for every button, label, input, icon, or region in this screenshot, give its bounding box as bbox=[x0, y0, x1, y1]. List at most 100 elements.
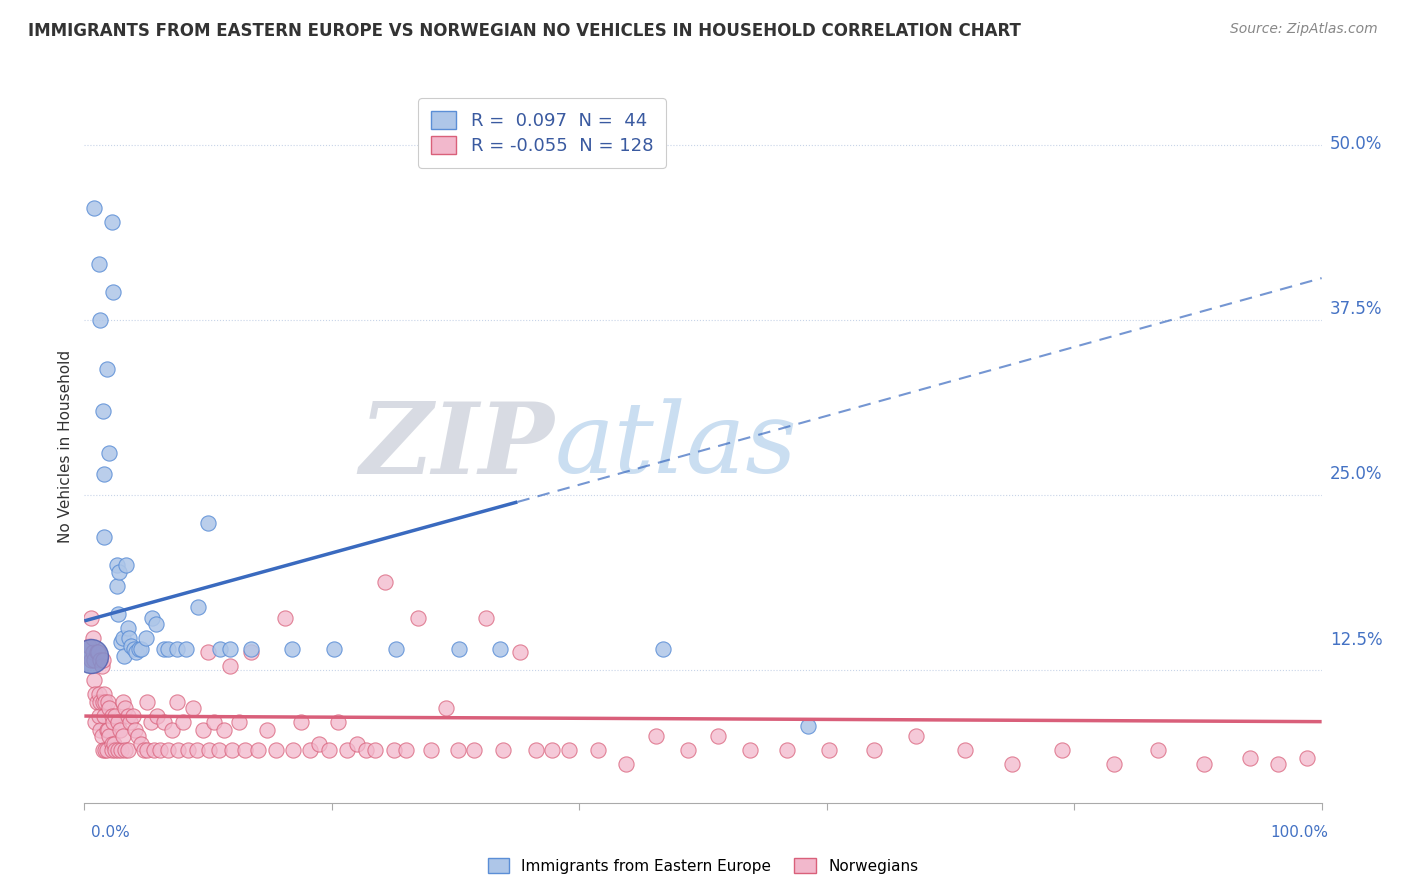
Point bbox=[98, 446, 121, 460]
Point bbox=[1239, 751, 1261, 765]
Point bbox=[274, 611, 297, 625]
Point bbox=[100, 737, 122, 751]
Point bbox=[122, 641, 145, 656]
Point bbox=[356, 742, 378, 756]
Point bbox=[541, 742, 564, 756]
Point bbox=[96, 362, 118, 376]
Point bbox=[86, 645, 108, 659]
Point bbox=[862, 742, 884, 756]
Point bbox=[82, 645, 104, 659]
Point bbox=[91, 404, 114, 418]
Point bbox=[83, 673, 105, 687]
Point bbox=[91, 695, 114, 709]
Point bbox=[117, 709, 139, 723]
Point bbox=[111, 631, 134, 645]
Point bbox=[79, 639, 101, 653]
Point bbox=[447, 742, 470, 756]
Point bbox=[136, 742, 159, 756]
Point bbox=[652, 641, 675, 656]
Point bbox=[326, 714, 349, 729]
Point bbox=[676, 742, 699, 756]
Point bbox=[79, 648, 101, 663]
Point bbox=[614, 756, 637, 771]
Point bbox=[246, 742, 269, 756]
Point bbox=[186, 742, 208, 756]
Point bbox=[79, 611, 101, 625]
Point bbox=[121, 709, 143, 723]
Point bbox=[104, 709, 127, 723]
Point bbox=[111, 729, 134, 743]
Point bbox=[127, 729, 149, 743]
Point bbox=[281, 641, 304, 656]
Point bbox=[107, 714, 129, 729]
Point bbox=[197, 516, 219, 530]
Point bbox=[408, 611, 430, 625]
Point bbox=[145, 616, 167, 631]
Text: ZIP: ZIP bbox=[360, 398, 554, 494]
Point bbox=[108, 565, 131, 579]
Point bbox=[395, 742, 418, 756]
Point bbox=[115, 558, 138, 572]
Point bbox=[707, 729, 730, 743]
Point bbox=[172, 714, 194, 729]
Point bbox=[1147, 742, 1170, 756]
Point bbox=[509, 645, 531, 659]
Point bbox=[93, 530, 115, 544]
Point bbox=[198, 742, 221, 756]
Text: 100.0%: 100.0% bbox=[1271, 825, 1329, 840]
Point bbox=[167, 742, 190, 756]
Point bbox=[1001, 756, 1024, 771]
Point bbox=[90, 658, 112, 673]
Point bbox=[89, 709, 111, 723]
Point bbox=[93, 467, 115, 481]
Point bbox=[221, 742, 243, 756]
Point bbox=[283, 742, 305, 756]
Point bbox=[219, 658, 242, 673]
Point bbox=[346, 737, 368, 751]
Point bbox=[157, 742, 180, 756]
Point bbox=[84, 687, 107, 701]
Point bbox=[93, 687, 115, 701]
Point bbox=[219, 641, 242, 656]
Point bbox=[129, 737, 152, 751]
Point bbox=[187, 599, 209, 614]
Point bbox=[84, 714, 107, 729]
Point bbox=[82, 631, 104, 645]
Point bbox=[94, 695, 117, 709]
Point bbox=[101, 285, 124, 299]
Point bbox=[96, 742, 118, 756]
Text: 0.0%: 0.0% bbox=[91, 825, 131, 840]
Point bbox=[160, 723, 183, 737]
Point bbox=[240, 645, 263, 659]
Point bbox=[83, 653, 105, 667]
Point bbox=[240, 641, 263, 656]
Point bbox=[1267, 756, 1289, 771]
Point bbox=[1050, 742, 1073, 756]
Point bbox=[191, 723, 214, 737]
Point bbox=[1102, 756, 1125, 771]
Point bbox=[100, 709, 122, 723]
Point bbox=[463, 742, 485, 756]
Point bbox=[110, 723, 132, 737]
Point bbox=[152, 714, 174, 729]
Point bbox=[141, 714, 163, 729]
Point bbox=[98, 729, 121, 743]
Point bbox=[142, 742, 165, 756]
Legend: Immigrants from Eastern Europe, Norwegians: Immigrants from Eastern Europe, Norwegia… bbox=[482, 852, 924, 880]
Point bbox=[96, 723, 118, 737]
Point bbox=[382, 742, 405, 756]
Point bbox=[105, 579, 128, 593]
Point bbox=[132, 742, 155, 756]
Point bbox=[776, 742, 799, 756]
Point bbox=[174, 641, 197, 656]
Point bbox=[124, 723, 146, 737]
Point bbox=[146, 709, 169, 723]
Text: Source: ZipAtlas.com: Source: ZipAtlas.com bbox=[1230, 22, 1378, 37]
Point bbox=[166, 695, 188, 709]
Point bbox=[1192, 756, 1215, 771]
Point bbox=[128, 641, 150, 656]
Point bbox=[491, 742, 513, 756]
Point bbox=[104, 742, 127, 756]
Point bbox=[290, 714, 312, 729]
Point bbox=[177, 742, 200, 756]
